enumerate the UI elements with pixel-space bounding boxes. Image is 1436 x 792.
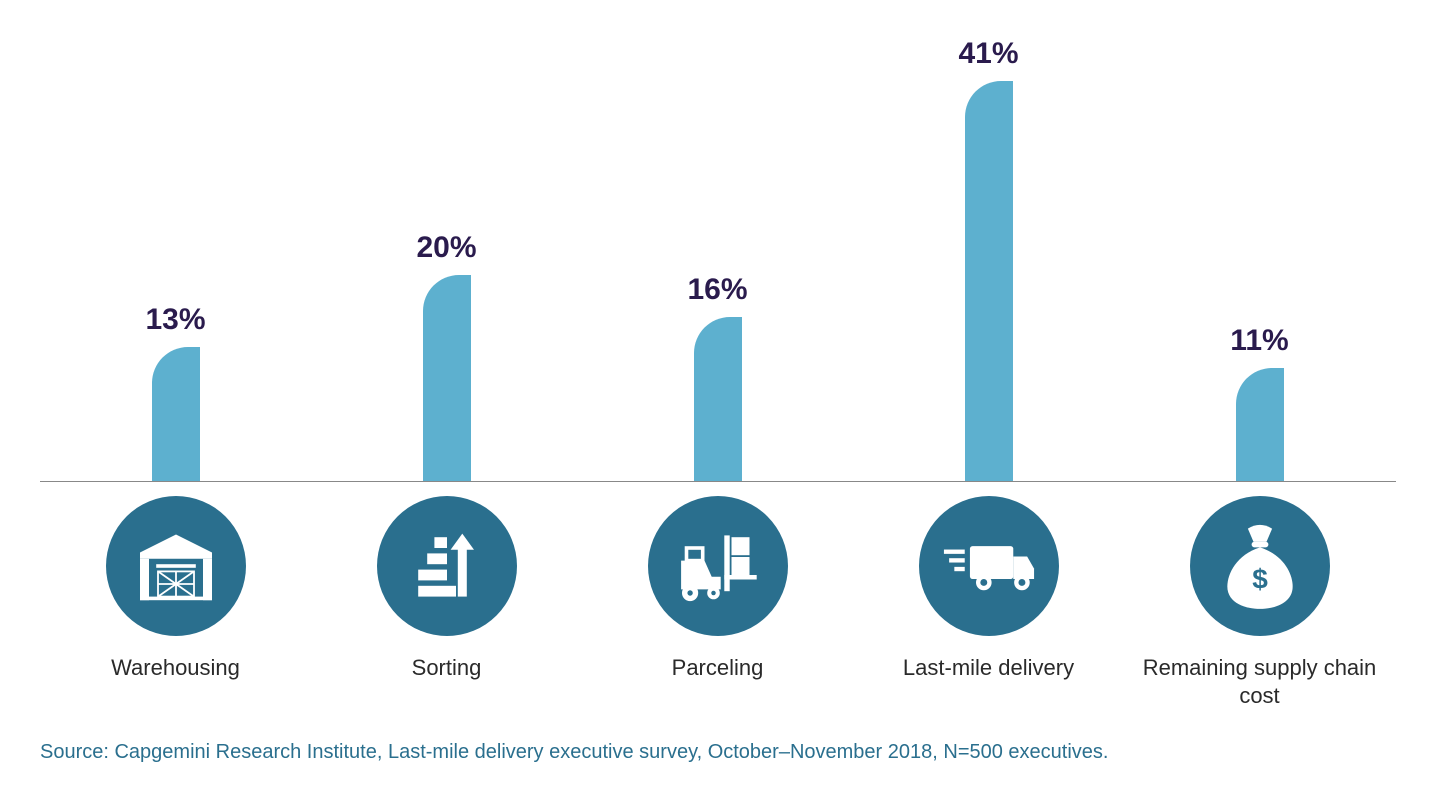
category-4: $ Remaining supply chain cost: [1124, 490, 1395, 709]
svg-text:$: $: [1252, 563, 1268, 594]
value-label-2: 16%: [687, 273, 747, 307]
bar-col-2: 16%: [582, 273, 853, 481]
category-icon-circle-2: [648, 496, 788, 636]
category-icon-circle-0: [106, 496, 246, 636]
source-text: Source: Capgemini Research Institute, La…: [40, 741, 1108, 764]
bar-0: [152, 347, 200, 481]
chart-area: 13% 20% 16% 41% 11%: [40, 40, 1396, 482]
bar-4: [1236, 368, 1284, 481]
category-0: Warehousing: [40, 490, 311, 682]
category-label-1: Sorting: [412, 654, 482, 682]
value-label-3: 41%: [958, 37, 1018, 71]
bar-col-1: 20%: [311, 231, 582, 481]
category-2: Parceling: [582, 490, 853, 682]
categories-area: Warehousing Sorting: [40, 490, 1396, 730]
truck-icon: [937, 526, 1041, 606]
bar-1: [423, 275, 471, 481]
category-label-4: Remaining supply chain cost: [1124, 654, 1395, 709]
bar-2: [694, 317, 742, 481]
warehouse-icon: [131, 521, 221, 611]
value-label-0: 13%: [145, 303, 205, 337]
bar-col-0: 13%: [40, 303, 311, 481]
category-icon-circle-3: [919, 496, 1059, 636]
category-3: Last-mile delivery: [853, 490, 1124, 682]
bar-3: [965, 81, 1013, 481]
value-label-4: 11%: [1230, 324, 1288, 358]
bar-col-3: 41%: [853, 37, 1124, 481]
value-label-1: 20%: [416, 231, 476, 265]
category-icon-circle-4: $: [1190, 496, 1330, 636]
category-1: Sorting: [311, 490, 582, 682]
bar-col-4: 11%: [1124, 324, 1395, 481]
category-icon-circle-1: [377, 496, 517, 636]
category-label-2: Parceling: [672, 654, 764, 682]
moneybag-icon: $: [1218, 519, 1302, 613]
forklift-icon: [668, 521, 768, 611]
sorting-icon: [402, 521, 492, 611]
category-label-3: Last-mile delivery: [903, 654, 1074, 682]
category-label-0: Warehousing: [111, 654, 240, 682]
